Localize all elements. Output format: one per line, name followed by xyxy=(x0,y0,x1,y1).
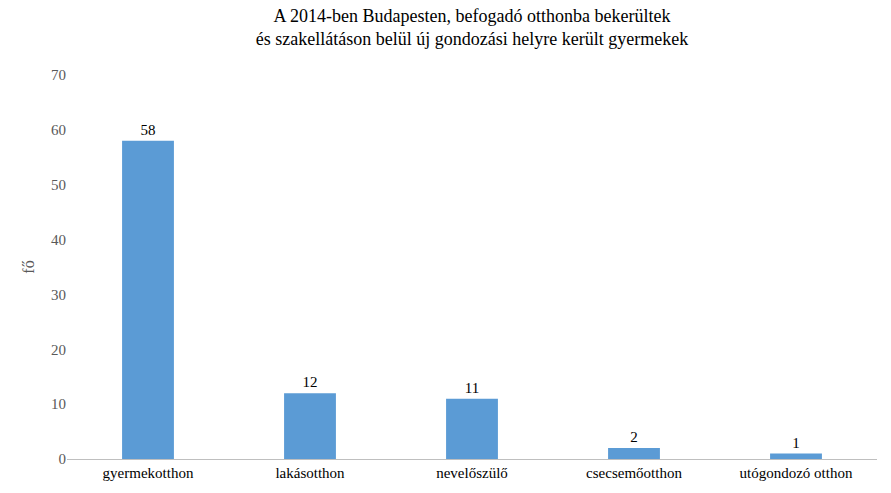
svg-text:csecsemőotthon: csecsemőotthon xyxy=(586,465,682,481)
svg-text:60: 60 xyxy=(51,122,66,138)
svg-text:10: 10 xyxy=(51,396,66,412)
svg-text:70: 70 xyxy=(51,67,66,83)
svg-text:A 2014-ben Budapesten, befogad: A 2014-ben Budapesten, befogadó otthonba… xyxy=(256,6,688,49)
svg-text:50: 50 xyxy=(51,177,66,193)
svg-text:gyermekotthon: gyermekotthon xyxy=(103,465,194,481)
svg-text:utógondozó otthon: utógondozó otthon xyxy=(740,465,853,481)
svg-text:0: 0 xyxy=(59,451,67,467)
svg-text:1: 1 xyxy=(792,435,800,451)
svg-text:2: 2 xyxy=(630,429,638,445)
svg-text:58: 58 xyxy=(141,122,156,138)
svg-text:40: 40 xyxy=(51,232,66,248)
svg-text:fő: fő xyxy=(20,260,37,273)
svg-text:nevelőszülő: nevelőszülő xyxy=(436,465,508,481)
svg-text:12: 12 xyxy=(303,374,318,390)
svg-text:lakásotthon: lakásotthon xyxy=(275,465,345,481)
svg-text:11: 11 xyxy=(465,380,479,396)
svg-text:30: 30 xyxy=(51,287,66,303)
svg-text:20: 20 xyxy=(51,342,66,358)
